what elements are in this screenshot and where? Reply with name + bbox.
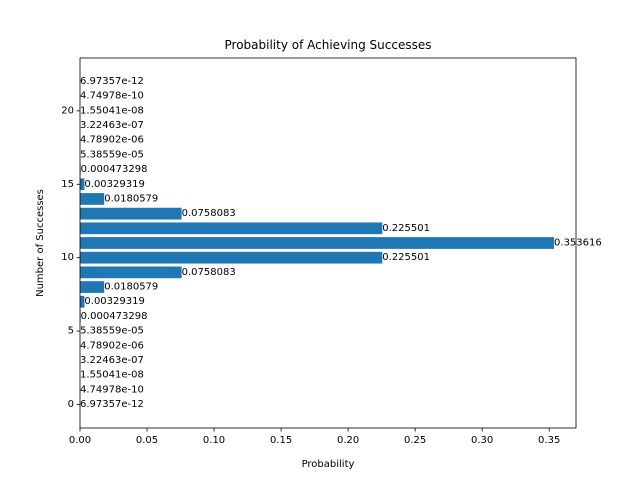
bar-label-20: 1.55041e-08 bbox=[80, 105, 144, 116]
bar-10 bbox=[80, 251, 383, 264]
bar-13 bbox=[80, 207, 182, 220]
y-axis-label: Number of Successes bbox=[35, 189, 46, 297]
x-axis-ticks: 0.00 0.05 0.10 0.15 0.20 0.25 0.30 0.35 bbox=[69, 428, 560, 446]
bar-9 bbox=[80, 266, 182, 279]
bar-label-14: 0.0180579 bbox=[104, 193, 158, 204]
x-tick-label: 0.05 bbox=[136, 435, 158, 446]
chart-title: Probability of Achieving Successes bbox=[225, 38, 432, 52]
bar-label-8: 0.0180579 bbox=[104, 282, 158, 293]
y-axis-ticks: 0 5 10 15 20 bbox=[61, 105, 80, 410]
y-tick-label: 10 bbox=[61, 252, 74, 263]
y-tick-label: 20 bbox=[61, 105, 74, 116]
plot-area-frame bbox=[79, 57, 577, 429]
bar-label-12: 0.225501 bbox=[382, 223, 430, 234]
bar-label-11: 0.353616 bbox=[554, 238, 602, 249]
bar-12 bbox=[80, 222, 383, 235]
bar-label-22: 6.97357e-12 bbox=[80, 76, 144, 87]
bar-label-21: 4.74978e-10 bbox=[80, 91, 144, 102]
bar-label-0: 6.97357e-12 bbox=[80, 399, 144, 410]
bar-label-19: 3.22463e-07 bbox=[80, 120, 144, 131]
x-tick-label: 0.20 bbox=[337, 435, 359, 446]
data-labels-group: 6.97357e-12 4.74978e-10 1.55041e-08 3.22463… bbox=[80, 76, 602, 410]
bar-label-4: 4.78902e-06 bbox=[80, 340, 144, 351]
bar-label-7: 0.00329319 bbox=[84, 296, 144, 307]
x-tick-label: 0.10 bbox=[203, 435, 225, 446]
bar-label-2: 1.55041e-08 bbox=[80, 370, 144, 381]
bar-8 bbox=[80, 281, 105, 293]
bar-label-6: 0.000473298 bbox=[81, 311, 148, 322]
bar-7 bbox=[80, 295, 85, 308]
bar-label-15: 0.00329319 bbox=[84, 179, 144, 190]
bar-label-16: 0.000473298 bbox=[81, 164, 148, 175]
y-tick-label: 5 bbox=[68, 326, 74, 337]
bar-label-18: 4.78902e-06 bbox=[80, 135, 144, 146]
bar-label-1: 4.74978e-10 bbox=[80, 384, 144, 395]
x-tick-label: 0.35 bbox=[538, 435, 560, 446]
x-tick-label: 0.00 bbox=[69, 435, 91, 446]
x-tick-label: 0.25 bbox=[404, 435, 426, 446]
bar-label-13: 0.0758083 bbox=[182, 208, 236, 219]
bar-label-17: 5.38559e-05 bbox=[80, 149, 144, 160]
bar-label-10: 0.225501 bbox=[382, 252, 430, 263]
x-tick-label: 0.15 bbox=[270, 435, 292, 446]
bar-14 bbox=[80, 193, 105, 205]
bar-15 bbox=[80, 178, 85, 191]
bar-label-5: 5.38559e-05 bbox=[80, 326, 144, 337]
x-axis-label: Probability bbox=[302, 459, 355, 470]
y-tick-label: 0 bbox=[68, 399, 74, 410]
x-tick-label: 0.30 bbox=[471, 435, 493, 446]
bar-label-9: 0.0758083 bbox=[182, 267, 236, 278]
y-tick-label: 15 bbox=[61, 179, 74, 190]
bar-label-3: 3.22463e-07 bbox=[80, 355, 144, 366]
bar-11 bbox=[80, 237, 555, 249]
bars-group bbox=[80, 104, 555, 382]
